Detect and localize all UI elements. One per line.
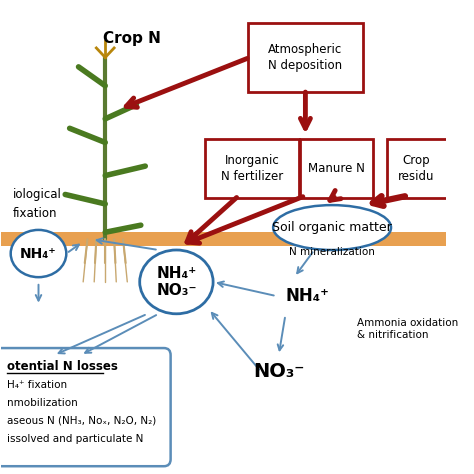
- Text: H₄⁺ fixation: H₄⁺ fixation: [7, 380, 67, 390]
- Text: Atmospheric
N deposition: Atmospheric N deposition: [268, 43, 343, 72]
- Text: iological: iological: [13, 188, 62, 201]
- Ellipse shape: [11, 230, 66, 277]
- Text: aseous N (NH₃, Noₓ, N₂O, N₂): aseous N (NH₃, Noₓ, N₂O, N₂): [7, 416, 156, 426]
- Text: nmobilization: nmobilization: [7, 398, 78, 408]
- FancyBboxPatch shape: [205, 139, 299, 198]
- Text: Manure N: Manure N: [308, 162, 365, 175]
- Text: Crop
residu: Crop residu: [398, 154, 435, 183]
- Text: NH₄⁺
NO₃⁻: NH₄⁺ NO₃⁻: [156, 266, 197, 298]
- Text: Soil organic matter: Soil organic matter: [272, 221, 392, 234]
- Text: N mineralization: N mineralization: [289, 247, 375, 257]
- FancyBboxPatch shape: [300, 139, 373, 198]
- FancyBboxPatch shape: [0, 232, 446, 246]
- FancyBboxPatch shape: [247, 23, 363, 91]
- FancyBboxPatch shape: [0, 348, 171, 466]
- Text: Crop N: Crop N: [103, 31, 161, 46]
- Ellipse shape: [273, 205, 391, 250]
- Text: Inorganic
N fertilizer: Inorganic N fertilizer: [221, 154, 283, 183]
- Text: otential N losses: otential N losses: [7, 360, 118, 374]
- FancyBboxPatch shape: [387, 139, 447, 198]
- Text: NH₄⁺: NH₄⁺: [285, 287, 329, 305]
- Text: NO₃⁻: NO₃⁻: [253, 362, 304, 381]
- Text: fixation: fixation: [13, 207, 58, 220]
- Text: Ammonia oxidation
& nitrification: Ammonia oxidation & nitrification: [356, 319, 458, 340]
- Text: NH₄⁺: NH₄⁺: [20, 246, 57, 261]
- Text: issolved and particulate N: issolved and particulate N: [7, 434, 143, 444]
- Ellipse shape: [140, 250, 213, 314]
